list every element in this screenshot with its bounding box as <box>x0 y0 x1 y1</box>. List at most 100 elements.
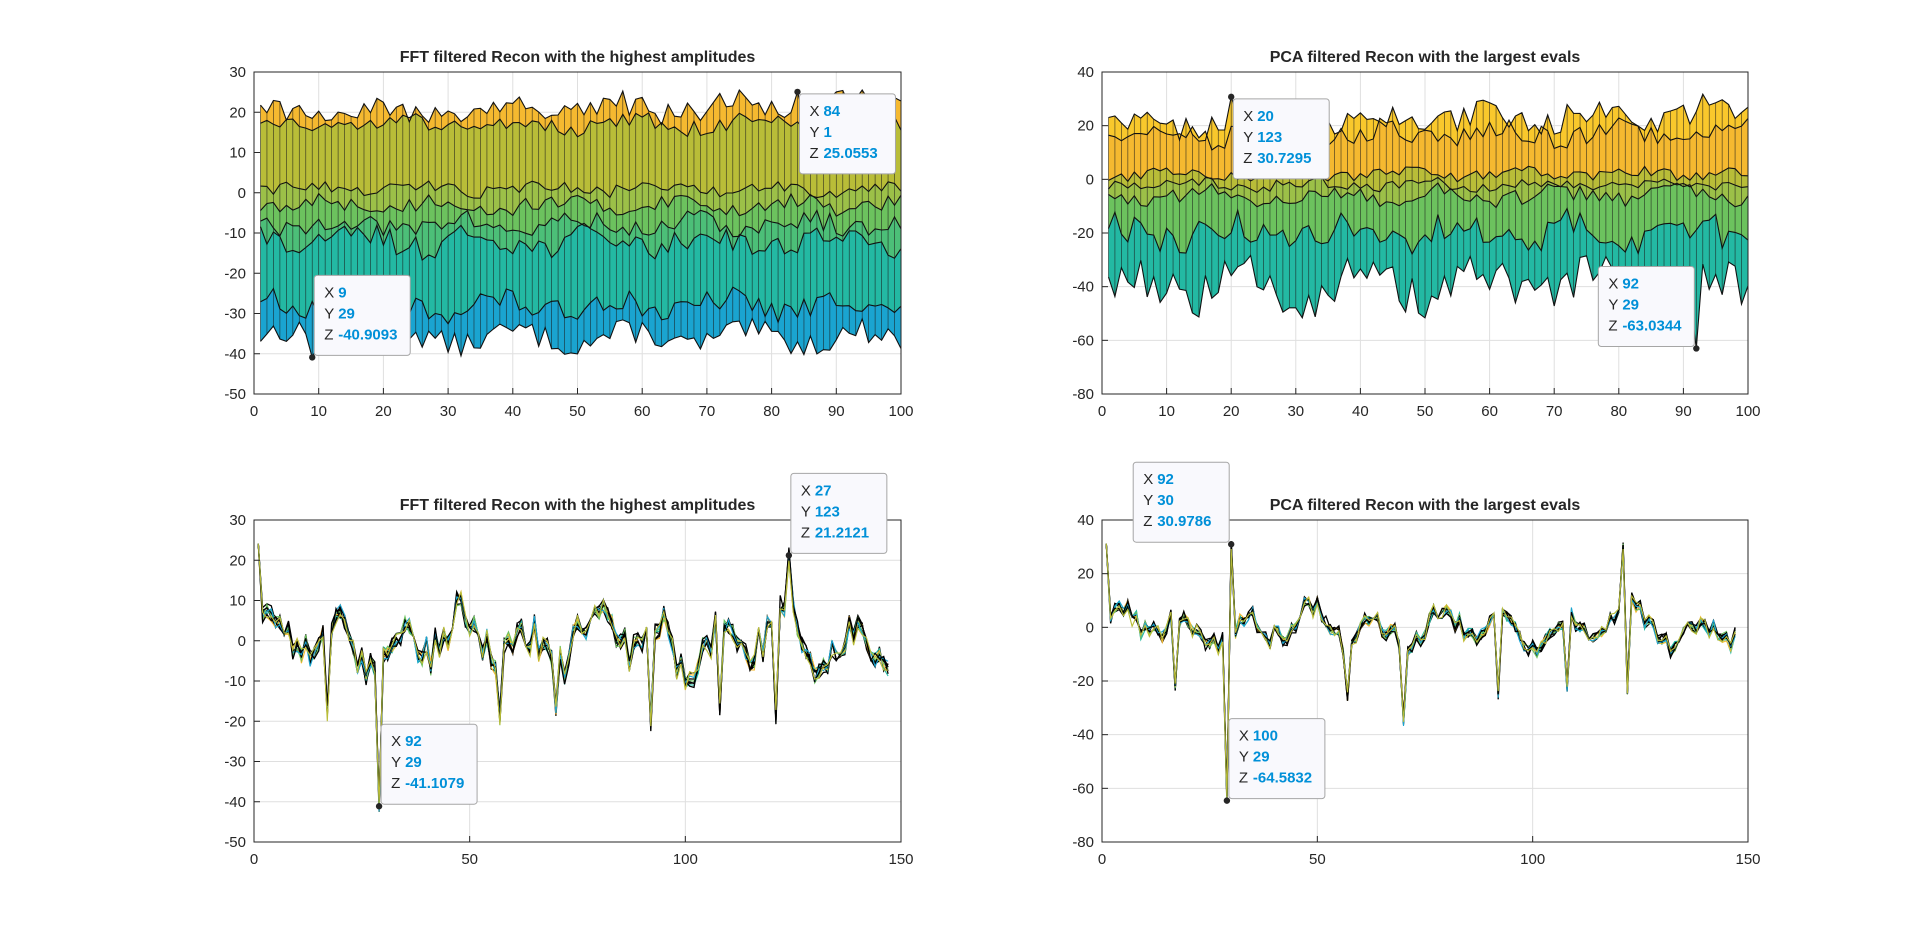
x-tick-label: 90 <box>1675 403 1692 420</box>
y-tick-label: 10 <box>229 145 246 162</box>
y-tick-label: 0 <box>1086 171 1094 188</box>
datatip-key: Y <box>1608 296 1618 313</box>
x-tick-label: 150 <box>888 851 913 868</box>
datatip-value: 21.2121 <box>815 524 869 541</box>
x-tick-label: 30 <box>440 403 457 420</box>
datatip-key: Z <box>1239 770 1248 787</box>
datatip-value: 25.0553 <box>823 145 877 162</box>
x-tick-label: 10 <box>1158 403 1175 420</box>
datatip-value: 29 <box>1622 296 1639 313</box>
datatip-marker[interactable] <box>1693 345 1700 352</box>
datatip-value: 92 <box>405 733 422 750</box>
surface-band <box>260 287 901 358</box>
datatip-value: 29 <box>405 754 422 771</box>
surface-band <box>260 181 901 217</box>
datatip-key: Y <box>391 754 401 771</box>
datatip-value: 30.7295 <box>1257 150 1311 167</box>
datatip-value: -63.0344 <box>1622 317 1682 334</box>
y-tick-label: 0 <box>238 185 246 202</box>
series-line <box>257 543 889 807</box>
y-tick-label: 20 <box>229 104 246 121</box>
x-tick-label: 70 <box>1546 403 1563 420</box>
datatip-value: 92 <box>1622 275 1639 292</box>
surface-edge-line <box>260 180 901 199</box>
datatip-key: Z <box>1143 513 1152 530</box>
datatip-marker[interactable] <box>375 803 383 810</box>
datatip-box <box>1132 461 1230 543</box>
datatip-marker[interactable] <box>1228 93 1235 101</box>
axes-fft-lines[interactable]: 0 50 100 150 -50 -40 -30 -20 -10 0 10 20 30 FFT filte… <box>224 472 914 868</box>
datatip-value: 123 <box>1257 129 1282 146</box>
datatip-marker[interactable] <box>794 88 801 96</box>
datatip-key: X <box>1243 108 1253 125</box>
y-tick-label: -20 <box>1072 673 1094 690</box>
datatip-value: 100 <box>1253 728 1278 745</box>
y-tick-label: -20 <box>224 713 246 730</box>
datatip-box <box>380 723 478 805</box>
surface-edge-line <box>260 112 901 138</box>
datatip[interactable]: X 84Y 1Z 25.0553 <box>798 93 896 175</box>
datatip-key: Z <box>1608 317 1617 334</box>
axes-pca-lines[interactable]: 0 50 100 150 -80 -60 -40 -20 0 20 40 PCA filtered R… <box>1072 461 1761 868</box>
datatip[interactable]: X 92Y 30 Z 30.9786 <box>1132 461 1230 543</box>
datatip-key: Y <box>1243 129 1253 146</box>
surface-edge-line <box>260 192 901 217</box>
data-layer <box>1107 92 1748 349</box>
series-line <box>257 543 889 812</box>
datatip-key: X <box>1608 275 1618 292</box>
datatip-value: -41.1079 <box>405 775 464 792</box>
datatip[interactable]: X 9Y 29 Z -40.9093 <box>313 274 411 356</box>
datatip[interactable]: X 20Y 123 Z 30.7295 <box>1232 98 1330 180</box>
surface-edge-line <box>259 222 901 261</box>
surface-band <box>260 112 901 199</box>
datatip-key: X <box>324 284 334 301</box>
surface-edge-line <box>1108 182 1748 209</box>
datatip-key: Y <box>1143 492 1153 509</box>
datatip-value: 20 <box>1257 108 1274 125</box>
y-tick-label: 40 <box>1077 64 1094 81</box>
datatip-key: Y <box>324 305 334 322</box>
surface-edge-line <box>1108 165 1748 183</box>
y-tick-label: -40 <box>224 794 246 811</box>
datatip-marker[interactable] <box>785 552 793 559</box>
datatip-box <box>1232 98 1330 180</box>
x-tick-label: 30 <box>1287 403 1304 420</box>
x-tick-label: 70 <box>699 403 716 420</box>
datatip-value: 29 <box>1253 749 1270 766</box>
datatip-value: -64.5832 <box>1253 770 1312 787</box>
y-tick-label: 30 <box>229 64 246 81</box>
chart-title: FFT filtered Recon with the highest ampl… <box>400 497 756 514</box>
datatip[interactable]: X 92Y 29 Z -63.0344 <box>1597 265 1695 347</box>
y-tick-label: 20 <box>1077 566 1094 583</box>
x-tick-label: 0 <box>250 403 258 420</box>
datatip-key: Z <box>801 524 810 541</box>
datatip-value: -40.9093 <box>338 326 397 343</box>
y-tick-label: -60 <box>1072 332 1094 349</box>
datatip-key: X <box>391 733 401 750</box>
datatip-value: 84 <box>823 103 840 120</box>
x-tick-label: 0 <box>250 851 258 868</box>
datatip-marker[interactable] <box>1223 797 1231 804</box>
axes-fft-surface[interactable]: 0 10 20 30 40 50 60 70 80 90 100 -50 -40 -30 -20 -10 0 10… <box>224 49 913 420</box>
surface-band <box>260 223 901 324</box>
y-tick-label: -30 <box>224 754 246 771</box>
axes-pca-surface[interactable]: 0 10 20 30 40 50 60 70 80 90 100 -80 -60 -40 -20 0 20 40 P… <box>1072 49 1760 420</box>
x-tick-label: 150 <box>1735 851 1760 868</box>
datatip-box <box>1228 718 1326 800</box>
datatip-value: 30 <box>1157 492 1174 509</box>
surface-band <box>1108 208 1748 349</box>
datatip[interactable]: X 27Y 123 Z 21.2121 <box>790 472 888 554</box>
grid-lines <box>253 519 902 843</box>
x-tick-label: 40 <box>504 403 521 420</box>
y-tick-label: -40 <box>1072 279 1094 296</box>
datatip[interactable]: X 92Y 29 Z -41.1079 <box>380 723 478 805</box>
surface-edge-line <box>1108 116 1748 151</box>
datatip-key: Z <box>324 326 333 343</box>
datatip-marker[interactable] <box>1228 541 1235 548</box>
datatip-marker[interactable] <box>309 354 316 361</box>
y-tick-label: -40 <box>224 346 246 363</box>
y-tick-label: 0 <box>238 633 246 650</box>
x-tick-label: 60 <box>634 403 651 420</box>
